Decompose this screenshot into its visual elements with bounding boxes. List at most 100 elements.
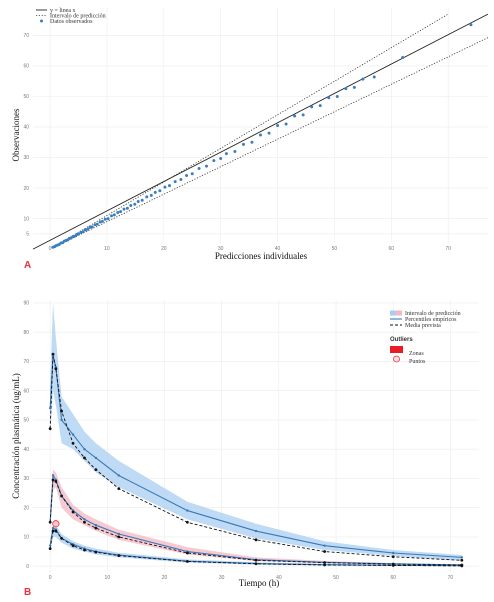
- empirical-point-median-7: [117, 532, 120, 536]
- data-point-34: [129, 203, 133, 207]
- data-point-29: [112, 213, 116, 217]
- predicted-point-upper-1: [51, 352, 55, 356]
- predicted-point-median-10: [323, 561, 327, 565]
- data-point-67: [352, 85, 356, 89]
- data-point-58: [276, 124, 280, 127]
- predicted-point-lower-12: [460, 564, 464, 568]
- data-point-70: [401, 55, 405, 59]
- legend-swatch-outlier-zone: [390, 346, 403, 353]
- data-point-16: [79, 230, 83, 234]
- data-point-31: [119, 210, 123, 214]
- empirical-point-upper-6: [94, 456, 98, 460]
- x-axis-label: Tiempo (h): [239, 578, 279, 588]
- outliers-legend-title: Outliers: [390, 337, 413, 343]
- y-axis-label: Observaciones: [11, 108, 21, 161]
- data-point-45: [179, 178, 183, 182]
- data-point-18: [83, 228, 87, 232]
- predicted-point-upper-2: [54, 367, 58, 371]
- predicted-point-upper-12: [460, 558, 464, 562]
- predicted-mean-points: [48, 352, 464, 568]
- data-point-40: [153, 190, 157, 194]
- y-tick-7: 70: [23, 359, 29, 365]
- predicted-point-lower-4: [71, 544, 75, 548]
- x-tick-5: 50: [332, 246, 338, 252]
- data-point-27: [106, 217, 110, 221]
- predicted-point-upper-5: [83, 456, 86, 460]
- data-point-36: [136, 199, 140, 203]
- x-axis-label: Predicciones individuales: [215, 251, 308, 261]
- x-tick-2: 20: [162, 575, 168, 581]
- predicted-point-upper-10: [323, 550, 327, 553]
- predicted-point-lower-5: [83, 548, 86, 552]
- prediction-band-median: [50, 469, 462, 566]
- predicted-point-lower-0: [48, 547, 52, 551]
- predicted-point-median-7: [117, 535, 121, 539]
- data-point-15: [77, 232, 80, 236]
- predicted-point-median-1: [51, 478, 55, 482]
- empirical-point-upper-10: [323, 544, 326, 547]
- legend-label-1: Intervalo de predicción: [50, 13, 106, 19]
- x-tick-5: 50: [333, 575, 339, 581]
- outlier-legend-label-zones: Zonas: [409, 351, 424, 357]
- data-point-61: [301, 113, 305, 117]
- x-tick-labels: 0 10 20 30 40 50 60 70: [49, 575, 454, 581]
- predicted-point-median-8: [185, 551, 189, 555]
- predicted-point-lower-7: [117, 554, 121, 558]
- prediction-band-upper: [50, 302, 462, 561]
- predicted-point-upper-9: [254, 538, 258, 542]
- data-point-33: [125, 206, 129, 210]
- data-point-30: [116, 210, 120, 214]
- data-point-55: [250, 140, 254, 144]
- y-tick-labels: 0 10 20 30 40 50 60 70 80 90: [23, 301, 29, 570]
- x-tick-7: 70: [448, 575, 454, 581]
- y-tick-4: 40: [23, 447, 29, 453]
- data-point-17: [81, 230, 85, 234]
- data-point-57: [267, 131, 271, 135]
- data-point-53: [233, 149, 237, 153]
- data-point-51: [219, 156, 223, 160]
- y-axis-label: Concentración plasmática (ug/mL): [11, 373, 21, 498]
- data-point-19: [86, 227, 90, 231]
- predicted-point-upper-11: [391, 555, 395, 559]
- predicted-point-lower-2: [54, 529, 58, 533]
- data-point-66: [344, 87, 348, 91]
- legend-label-1: Percentiles empíricos: [405, 317, 457, 323]
- predicted-point-upper-7: [117, 487, 121, 491]
- x-tick-1: 10: [105, 575, 111, 581]
- y-tick-1: 10: [23, 535, 29, 541]
- identity-line: [32, 13, 489, 250]
- empirical-point-lower-0: [48, 544, 52, 547]
- x-tick-7: 70: [445, 246, 451, 252]
- data-point-25: [100, 219, 104, 223]
- x-tick-6: 60: [389, 246, 395, 252]
- data-point-32: [122, 207, 126, 211]
- x-tick-6: 60: [390, 575, 396, 581]
- predicted-point-median-4: [71, 510, 75, 514]
- y-tick-0: 0: [26, 564, 29, 570]
- grid: [33, 300, 479, 572]
- empirical-point-lower-1: [51, 526, 55, 530]
- data-point-46: [185, 174, 189, 178]
- y-tick-9: 90: [23, 301, 29, 307]
- x-tick-2: 20: [161, 246, 167, 252]
- data-point-43: [168, 184, 171, 188]
- predicted-point-median-2: [54, 479, 58, 483]
- x-tick-3: 30: [218, 246, 224, 252]
- data-point-52: [224, 152, 228, 156]
- empirical-point-upper-11: [392, 551, 395, 555]
- empirical-point-upper-8: [186, 509, 189, 512]
- predicted-point-median-0: [48, 520, 52, 524]
- data-point-49: [204, 164, 208, 168]
- data-point-56: [259, 133, 262, 137]
- observed-points: [51, 23, 473, 249]
- panel-letter-a: A: [24, 260, 31, 271]
- x-tick-4: 40: [276, 575, 282, 581]
- predicted-point-median-9: [254, 558, 258, 562]
- data-point-42: [163, 185, 167, 189]
- upper-interval-line: [55, 13, 449, 247]
- empirical-point-median-6: [94, 524, 98, 527]
- y-tick-5: 50: [23, 418, 29, 424]
